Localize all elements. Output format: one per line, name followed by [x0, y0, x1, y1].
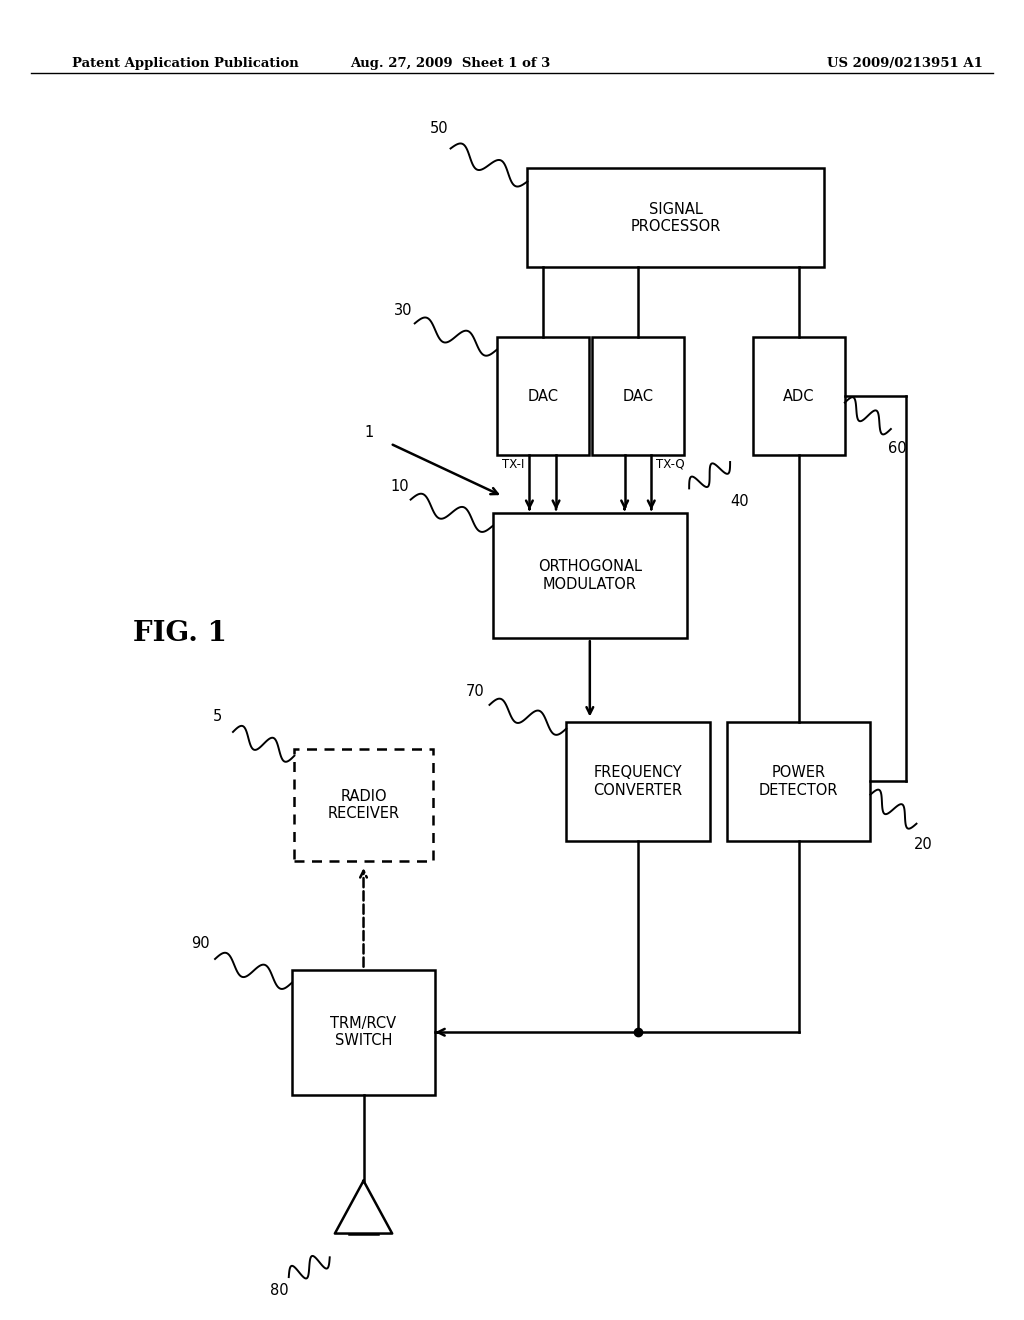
Text: 10: 10 — [390, 479, 409, 494]
Text: 70: 70 — [466, 684, 484, 700]
Text: POWER
DETECTOR: POWER DETECTOR — [759, 766, 839, 797]
Text: TX-I: TX-I — [502, 458, 524, 471]
Text: FIG. 1: FIG. 1 — [133, 620, 227, 647]
Bar — [292, 969, 435, 1096]
Text: FREQUENCY
CONVERTER: FREQUENCY CONVERTER — [593, 766, 683, 797]
Text: TRM/RCV
SWITCH: TRM/RCV SWITCH — [331, 1016, 396, 1048]
Text: 5: 5 — [212, 709, 222, 723]
Text: US 2009/0213951 A1: US 2009/0213951 A1 — [827, 57, 983, 70]
Text: ORTHOGONAL
MODULATOR: ORTHOGONAL MODULATOR — [538, 560, 642, 591]
Text: 30: 30 — [394, 302, 413, 318]
Text: 40: 40 — [730, 494, 749, 510]
Text: ADC: ADC — [783, 388, 814, 404]
Text: SIGNAL
PROCESSOR: SIGNAL PROCESSOR — [631, 202, 721, 234]
Text: 80: 80 — [270, 1283, 289, 1298]
Text: RADIO
RECEIVER: RADIO RECEIVER — [328, 789, 399, 821]
Bar — [753, 337, 845, 455]
Bar — [497, 337, 589, 455]
Bar — [493, 513, 687, 639]
Text: 90: 90 — [191, 936, 210, 950]
Text: 50: 50 — [430, 121, 449, 136]
Text: DAC: DAC — [527, 388, 558, 404]
Text: DAC: DAC — [623, 388, 653, 404]
Text: 60: 60 — [888, 441, 906, 457]
Bar — [527, 168, 824, 267]
Bar — [295, 748, 432, 861]
Bar — [566, 722, 710, 841]
Bar — [727, 722, 870, 841]
Text: 20: 20 — [913, 837, 932, 853]
Text: Aug. 27, 2009  Sheet 1 of 3: Aug. 27, 2009 Sheet 1 of 3 — [350, 57, 551, 70]
Text: Patent Application Publication: Patent Application Publication — [72, 57, 298, 70]
Text: 1: 1 — [365, 425, 374, 441]
Bar — [592, 337, 684, 455]
Text: TX-Q: TX-Q — [656, 458, 685, 471]
